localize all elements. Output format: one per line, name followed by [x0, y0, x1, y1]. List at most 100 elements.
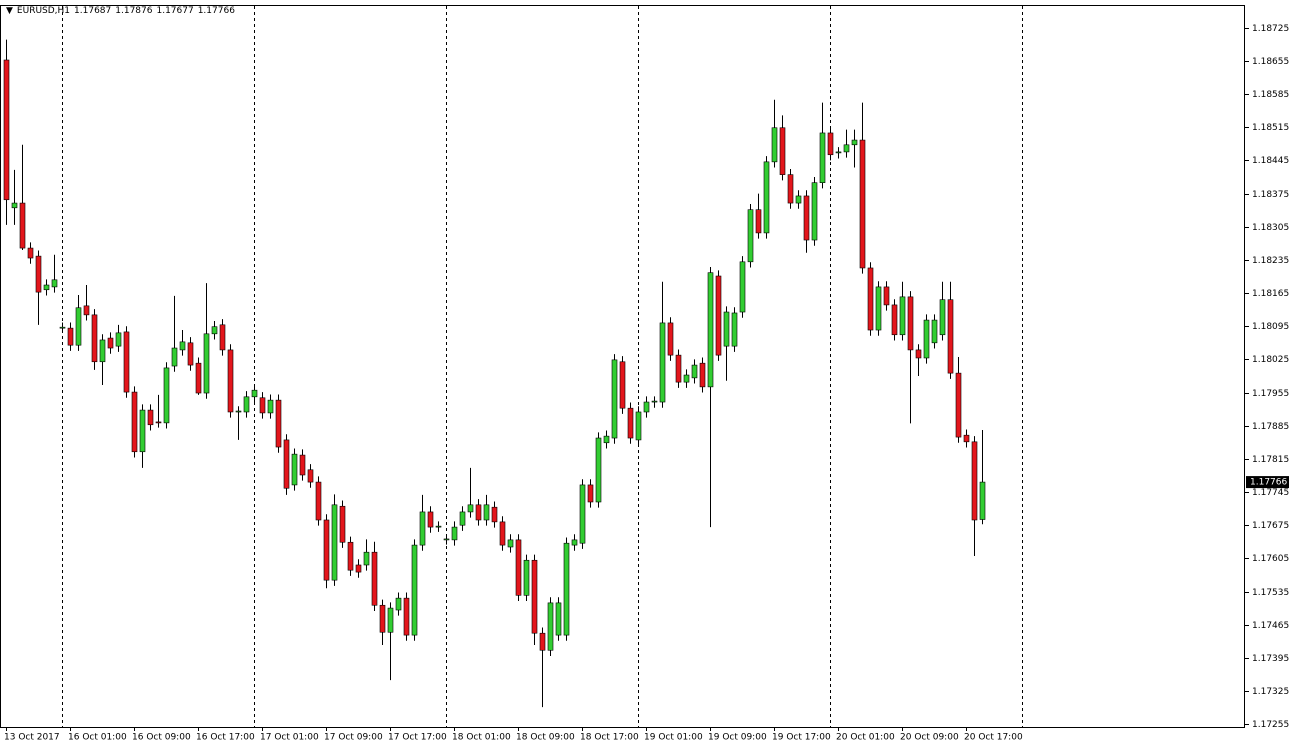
candle-body	[907, 296, 914, 351]
x-tick-label: 19 Oct 17:00	[772, 733, 831, 743]
x-tick-label: 19 Oct 09:00	[708, 733, 767, 743]
candle-body	[427, 511, 434, 528]
x-tick-label: 18 Oct 09:00	[516, 733, 575, 743]
candle-body	[803, 195, 810, 241]
candle-body	[891, 304, 898, 336]
candle-body	[275, 399, 282, 448]
candle-body	[851, 139, 858, 146]
candle-body	[267, 399, 274, 414]
candle-body	[259, 397, 266, 414]
candle-body	[19, 202, 26, 249]
y-tick-label: 1.18515	[1252, 123, 1289, 133]
candle-body	[51, 279, 58, 288]
candle-body	[667, 322, 674, 356]
last-low: 1.17677	[156, 6, 194, 16]
y-tick-label: 1.17325	[1252, 687, 1289, 697]
x-tick-label: 16 Oct 01:00	[68, 733, 127, 743]
candle-body	[147, 409, 154, 426]
candle-body	[499, 521, 506, 546]
candle-body	[443, 538, 450, 541]
candle-body	[795, 195, 802, 204]
x-tick-label: 20 Oct 09:00	[900, 733, 959, 743]
candle-body	[883, 286, 890, 306]
y-tick-label: 1.17255	[1252, 720, 1289, 730]
candle-body	[395, 597, 402, 611]
candle-body	[91, 314, 98, 363]
candle-body	[763, 161, 770, 234]
last-close: 1.17766	[197, 6, 235, 16]
candle-body	[171, 347, 178, 367]
y-tick-label: 1.17955	[1252, 389, 1289, 399]
symbol: EURUSD,H1	[16, 6, 71, 16]
candle-body	[675, 354, 682, 383]
candle-body	[859, 139, 866, 269]
last-price-box	[1246, 476, 1289, 489]
candle-body	[251, 389, 258, 398]
candle-body	[899, 296, 906, 336]
candle-body	[779, 127, 786, 175]
candle-body	[747, 209, 754, 263]
candle-body	[579, 484, 586, 544]
x-tick-label: 13 Oct 2017	[4, 733, 60, 743]
candle-body	[771, 127, 778, 163]
candle-body	[931, 319, 938, 344]
candle-body	[83, 305, 90, 316]
y-tick-label: 1.18025	[1252, 355, 1289, 365]
candle-body	[11, 202, 18, 209]
candle-body	[507, 539, 514, 548]
candle-body	[331, 504, 338, 581]
candle-body	[539, 632, 546, 651]
candle-body	[483, 504, 490, 521]
candle-body	[475, 504, 482, 521]
candle-body	[379, 604, 386, 633]
y-tick-label: 1.18655	[1252, 57, 1289, 67]
candle-body	[651, 400, 658, 403]
candle-body	[731, 312, 738, 347]
candle-body	[563, 542, 570, 636]
candle-body	[323, 519, 330, 581]
candle-body	[139, 409, 146, 453]
x-tick-label: 20 Oct 17:00	[964, 733, 1023, 743]
y-tick-label: 1.17605	[1252, 554, 1289, 564]
x-tick-label: 17 Oct 17:00	[388, 733, 447, 743]
candle-body	[699, 362, 706, 388]
y-tick-label: 1.17815	[1252, 455, 1289, 465]
x-tick-label: 20 Oct 01:00	[836, 733, 895, 743]
candle-body	[867, 267, 874, 331]
candle-body	[67, 327, 74, 346]
candle-body	[195, 362, 202, 394]
candle-body	[155, 421, 162, 424]
candle-body	[715, 275, 722, 356]
candle-body	[363, 551, 370, 566]
y-tick-label: 1.18235	[1252, 256, 1289, 266]
candle-body	[227, 349, 234, 413]
candle-body	[459, 511, 466, 526]
candle-body	[35, 255, 42, 293]
last-high: 1.17876	[115, 6, 153, 16]
candle-body	[979, 481, 986, 520]
y-tick-label: 1.17465	[1252, 621, 1289, 631]
candle-body	[123, 331, 130, 393]
candle-body	[611, 359, 618, 439]
candle-body	[659, 322, 666, 403]
menu-arrow[interactable]: ▼	[6, 6, 13, 16]
candle-body	[939, 299, 946, 336]
candle-body	[347, 541, 354, 571]
candle-body	[243, 396, 250, 413]
candle-body	[27, 247, 34, 259]
candle-body	[515, 539, 522, 596]
candle-body	[187, 342, 194, 366]
y-tick-label: 1.17675	[1252, 521, 1289, 531]
candle-body	[947, 299, 954, 374]
candle-body	[619, 361, 626, 409]
candle-body	[75, 307, 82, 346]
candle-body	[643, 401, 650, 413]
x-tick-label: 17 Oct 01:00	[260, 733, 319, 743]
y-tick-label: 1.18095	[1252, 322, 1289, 332]
candle-body	[723, 311, 730, 347]
candle-body	[403, 597, 410, 636]
candle-body	[923, 319, 930, 359]
candle-body	[355, 564, 362, 573]
candle-body	[811, 182, 818, 241]
